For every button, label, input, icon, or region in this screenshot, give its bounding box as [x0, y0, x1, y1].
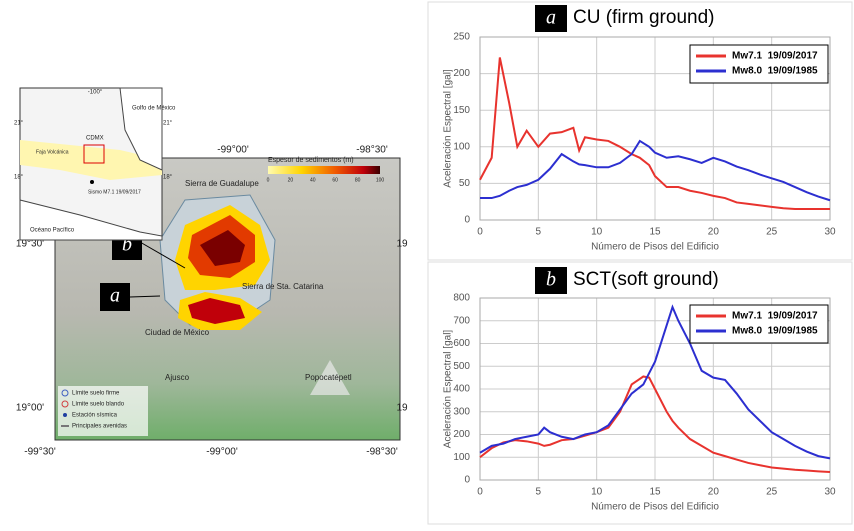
legend-label: Mw8.0 19/09/1985: [732, 66, 818, 77]
colorbar-tick: 60: [332, 177, 338, 183]
badge-label: b: [546, 269, 556, 291]
legend-marker: [63, 413, 67, 417]
legend-label: Límite suelo firme: [72, 391, 120, 397]
y-tick-label: 200: [453, 429, 470, 440]
legend-label: Límite suelo blando: [72, 402, 125, 408]
place-label: Popocatépetl: [305, 373, 352, 382]
inset-label: Sismo M7.1 19/09/2017: [88, 189, 141, 195]
coord-label: 19: [396, 239, 408, 250]
badge-label: a: [546, 7, 556, 29]
coord-label: -98°30': [366, 447, 398, 458]
coord-label: 19°00': [16, 403, 44, 414]
y-tick-label: 400: [453, 384, 470, 395]
inset-label: Golfo de México: [132, 106, 176, 112]
coord-label: -98°30': [356, 145, 388, 156]
colorbar-tick: 80: [355, 177, 361, 183]
y-tick-label: 500: [453, 361, 470, 372]
legend-label: Mw8.0 19/09/1985: [732, 326, 818, 337]
colorbar: [268, 166, 380, 174]
y-tick-label: 50: [459, 178, 471, 189]
y-tick-label: 100: [453, 452, 470, 463]
place-label: Ciudad de México: [145, 328, 210, 337]
x-tick-label: 0: [477, 487, 483, 498]
x-tick-label: 10: [591, 227, 603, 238]
map: b a -99°00' -98°30' -99°30' -99°00' -98°…: [14, 88, 408, 458]
y-tick-label: 200: [453, 68, 470, 79]
chart-frame: [428, 2, 852, 260]
x-tick-label: 30: [824, 227, 836, 238]
y-tick-label: 150: [453, 105, 470, 116]
x-tick-label: 20: [708, 487, 720, 498]
y-axis-label: Aceleración Espectral [gal]: [443, 330, 454, 449]
inset-label: 21°: [163, 121, 173, 127]
place-label: Sierra de Guadalupe: [185, 179, 259, 188]
colorbar-tick: 0: [267, 177, 270, 183]
x-tick-label: 25: [766, 487, 778, 498]
coord-label: -99°30': [24, 447, 56, 458]
legend-label: Mw7.1 19/09/2017: [732, 51, 818, 62]
x-tick-label: 10: [591, 487, 603, 498]
chart-frame: [428, 262, 852, 524]
y-tick-label: 0: [464, 215, 470, 226]
chart-title: SCT(soft ground): [573, 269, 719, 290]
colorbar-title: Espesor de sedimentos (m): [268, 157, 354, 164]
inset-label: CDMX: [86, 136, 104, 142]
x-tick-label: 15: [649, 227, 661, 238]
inset-label: Faja Volcánica: [36, 149, 69, 155]
coord-label: -99°00': [217, 145, 249, 156]
x-tick-label: 25: [766, 227, 778, 238]
badge-label: a: [110, 285, 120, 307]
chart-title: CU (firm ground): [573, 7, 714, 28]
x-tick-label: 15: [649, 487, 661, 498]
x-tick-label: 30: [824, 487, 836, 498]
y-tick-label: 700: [453, 315, 470, 326]
place-label: Sierra de Sta. Catarina: [242, 282, 324, 291]
inset-label: 18°: [14, 175, 24, 181]
place-label: Ajusco: [165, 373, 190, 382]
y-tick-label: 0: [464, 475, 470, 486]
coord-label: 19: [396, 403, 408, 414]
x-tick-label: 0: [477, 227, 483, 238]
x-axis-label: Número de Pisos del Edificio: [591, 242, 719, 253]
x-axis-label: Número de Pisos del Edificio: [591, 502, 719, 513]
colorbar-tick: 100: [376, 177, 385, 183]
colorbar-tick: 20: [288, 177, 294, 183]
coord-label: -99°00': [206, 447, 238, 458]
x-tick-label: 5: [536, 227, 542, 238]
legend-label: Estación sísmica: [72, 413, 118, 419]
inset-label: Océano Pacífico: [30, 228, 75, 234]
y-tick-label: 800: [453, 293, 470, 304]
epicenter: [90, 180, 94, 184]
legend-label: Mw7.1 19/09/2017: [732, 311, 818, 322]
y-tick-label: 600: [453, 338, 470, 349]
inset-label: 18°: [163, 175, 173, 181]
y-tick-label: 250: [453, 32, 470, 43]
figure: b a -99°00' -98°30' -99°30' -99°00' -98°…: [0, 0, 854, 526]
colorbar-tick: 40: [310, 177, 316, 183]
inset-label: 21°: [14, 121, 24, 127]
y-axis-label: Aceleración Espectral [gal]: [443, 69, 454, 188]
y-tick-label: 100: [453, 141, 470, 152]
x-tick-label: 20: [708, 227, 720, 238]
inset-label: -100°: [88, 90, 103, 96]
y-tick-label: 300: [453, 406, 470, 417]
x-tick-label: 5: [536, 487, 542, 498]
legend-label: Principales avenidas: [72, 424, 127, 430]
